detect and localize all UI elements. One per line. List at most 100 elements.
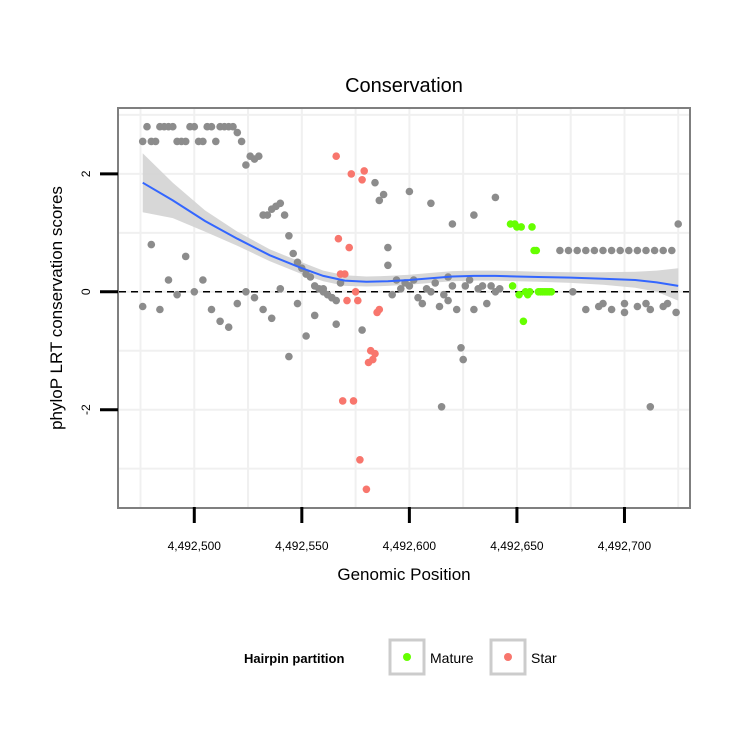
point-star — [356, 456, 364, 464]
point-other — [616, 246, 624, 255]
data-points — [138, 122, 682, 494]
point-other — [233, 128, 242, 137]
legend-key-mature — [388, 638, 426, 676]
plot-border — [117, 107, 691, 509]
point-other — [487, 282, 495, 290]
point-other — [418, 299, 427, 308]
point-other — [452, 305, 461, 314]
point-star — [345, 243, 354, 252]
point-other — [590, 246, 599, 255]
x-tick-label: 4,492,500 — [168, 539, 222, 553]
point-other — [427, 288, 435, 296]
point-star — [360, 167, 369, 175]
point-other — [332, 320, 341, 329]
point-other — [437, 403, 446, 411]
point-other — [459, 355, 468, 364]
legend-title: Hairpin partition — [244, 651, 344, 666]
point-other — [173, 290, 181, 299]
point-other — [384, 261, 392, 270]
legend-swatch-mature — [403, 653, 411, 661]
point-other — [310, 311, 319, 320]
point-other — [358, 326, 366, 334]
point-other — [650, 246, 659, 255]
point-other — [259, 305, 267, 314]
x-axis-title: Genomic Position — [337, 565, 470, 584]
point-star — [369, 355, 377, 364]
point-other — [607, 246, 616, 255]
point-other — [233, 299, 242, 308]
point-other — [207, 122, 216, 131]
point-other — [642, 299, 650, 308]
point-other — [285, 352, 293, 361]
x-tick-label: 4,492,550 — [275, 539, 329, 553]
point-other — [573, 246, 581, 255]
point-other — [448, 282, 457, 290]
point-other — [599, 299, 607, 308]
point-star — [341, 270, 349, 278]
point-mature — [515, 290, 523, 299]
point-other — [435, 302, 444, 311]
point-other — [564, 246, 573, 255]
y-tick-label: 2 — [79, 170, 93, 177]
point-mature — [517, 223, 525, 231]
point-other — [646, 305, 655, 314]
legend-label-mature: Mature — [430, 650, 474, 666]
point-other — [465, 276, 474, 284]
point-other — [668, 246, 676, 255]
point-other — [431, 279, 440, 287]
point-star — [358, 176, 366, 184]
point-other — [672, 308, 680, 317]
point-other — [405, 282, 414, 290]
point-other — [190, 288, 199, 296]
point-other — [470, 211, 478, 219]
point-other — [280, 211, 289, 219]
point-other — [659, 246, 667, 255]
point-other — [138, 302, 147, 311]
point-other — [478, 282, 487, 290]
point-other — [569, 288, 577, 296]
point-other — [147, 240, 156, 249]
point-other — [267, 314, 276, 323]
point-star — [375, 305, 384, 314]
point-other — [212, 137, 220, 146]
point-other — [199, 137, 207, 146]
legend: Hairpin partition Mature Star — [244, 638, 557, 676]
point-mature — [528, 223, 536, 231]
point-mature — [526, 288, 534, 296]
point-other — [646, 403, 655, 411]
point-other — [306, 273, 315, 281]
point-other — [397, 285, 405, 293]
point-other — [405, 187, 414, 196]
x-tick-label: 4,492,700 — [598, 539, 652, 553]
point-other — [156, 305, 164, 314]
point-star — [332, 152, 341, 160]
point-other — [276, 199, 285, 208]
point-other — [250, 293, 259, 302]
point-other — [599, 246, 607, 255]
point-other — [293, 299, 302, 308]
point-other — [302, 332, 310, 340]
point-other — [582, 246, 590, 255]
point-other — [138, 137, 147, 146]
point-star — [371, 349, 379, 358]
point-other — [491, 193, 500, 202]
point-other — [427, 199, 435, 208]
point-other — [444, 296, 452, 305]
point-other — [143, 122, 151, 131]
point-star — [362, 485, 371, 494]
point-other — [242, 288, 250, 296]
y-tick-label: 0 — [79, 288, 93, 295]
point-other — [169, 122, 177, 131]
y-tick-label: -2 — [79, 404, 93, 415]
point-other — [319, 285, 328, 293]
point-other — [457, 344, 465, 352]
point-other — [440, 290, 448, 299]
point-other — [633, 246, 642, 255]
y-axis: -2 0 2 — [79, 170, 118, 415]
point-other — [237, 137, 246, 146]
point-other — [224, 323, 233, 332]
point-other — [375, 196, 384, 205]
x-axis: 4,492,500 4,492,550 4,492,600 4,492,650 4,49… — [168, 507, 652, 553]
point-other — [216, 317, 224, 326]
point-other — [674, 220, 682, 228]
